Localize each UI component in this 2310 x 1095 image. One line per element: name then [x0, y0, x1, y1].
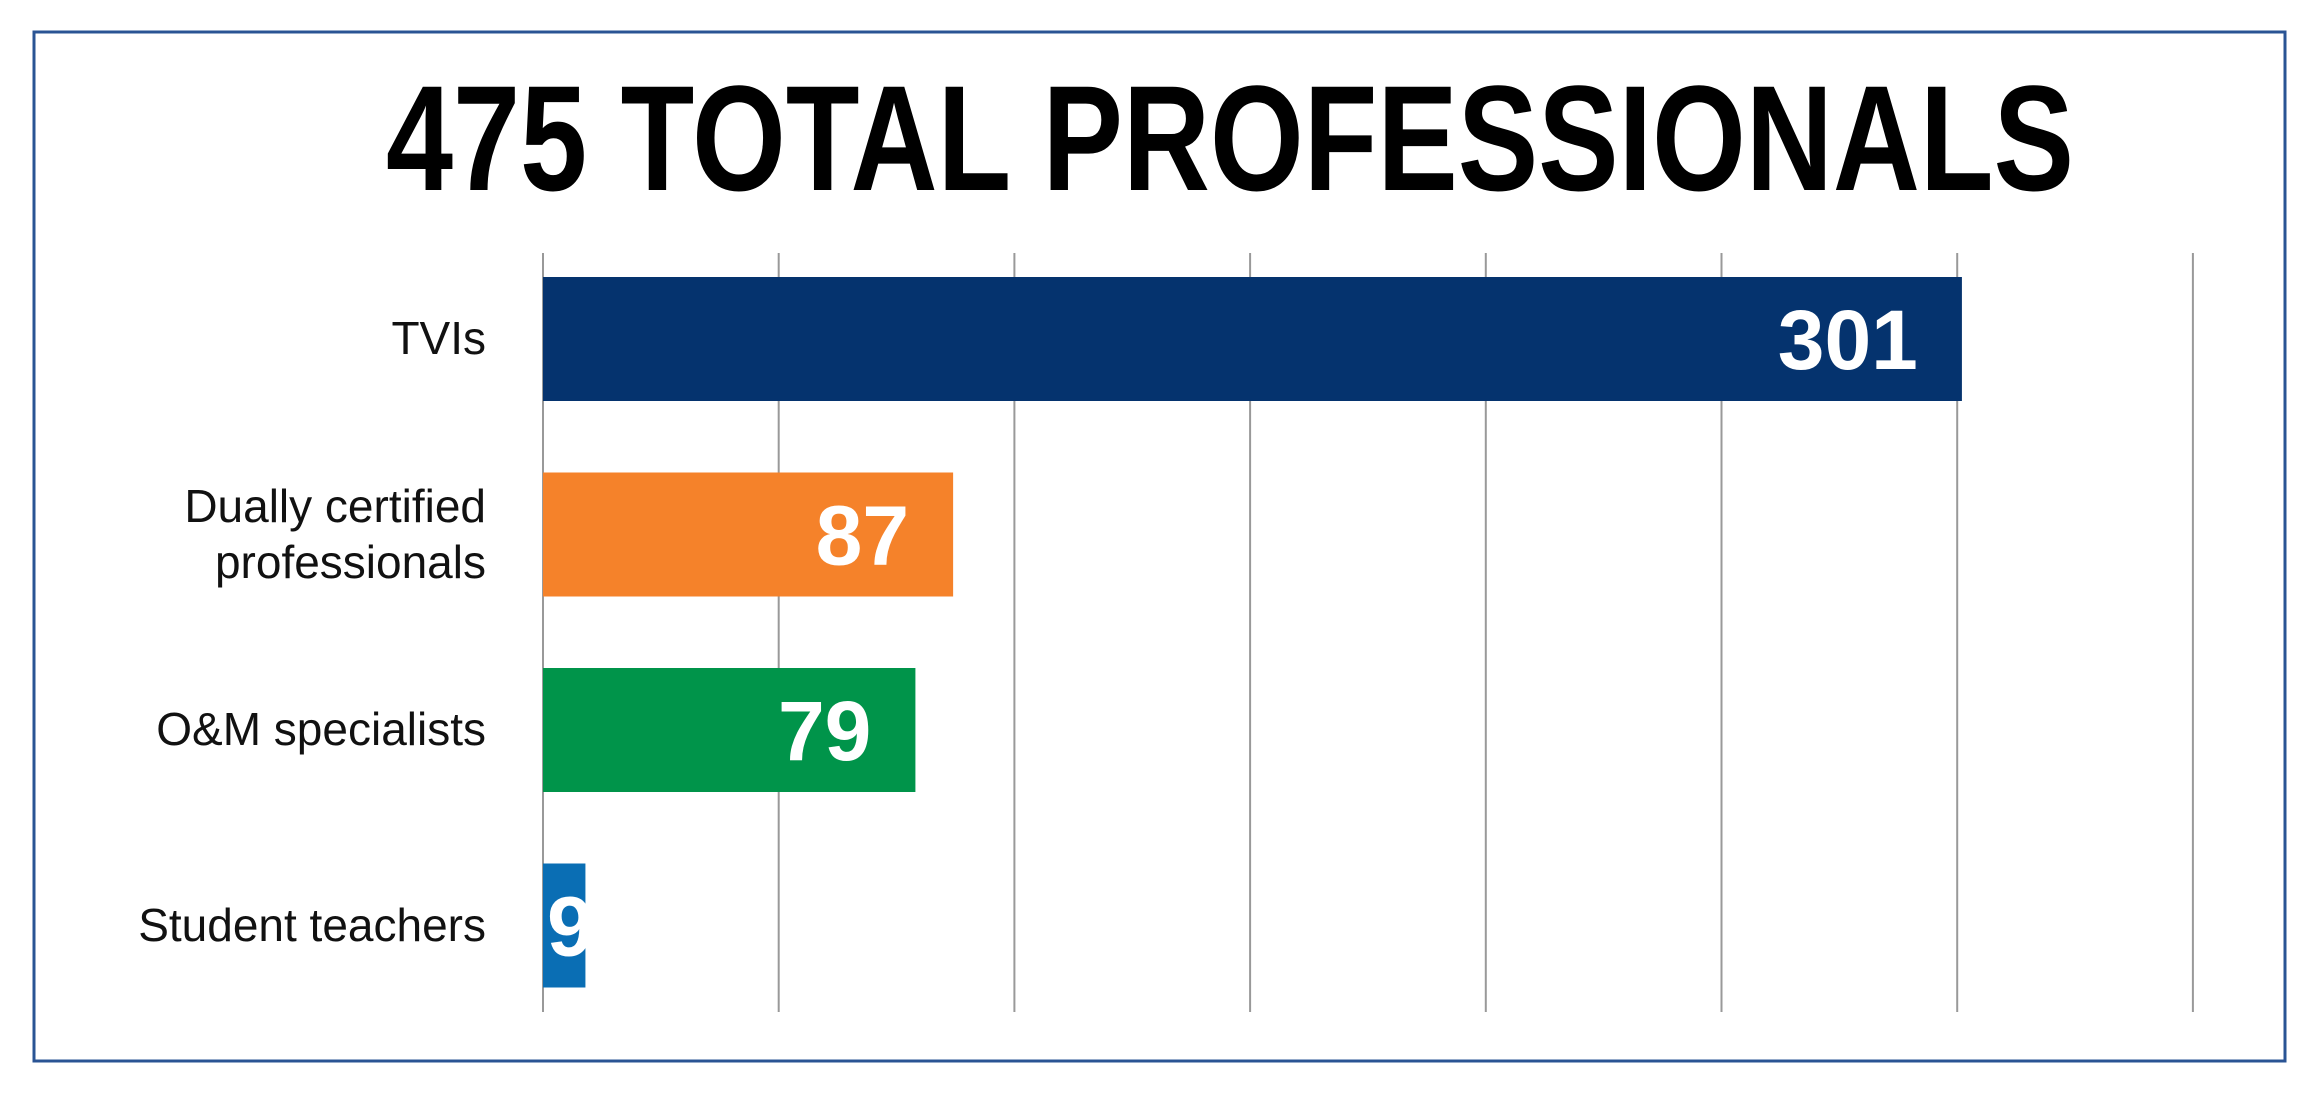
frame [32, 30, 2287, 1063]
bar [543, 668, 916, 792]
category-label: O&M specialists [156, 703, 486, 756]
value-label: 79 [778, 684, 871, 778]
bar [543, 863, 586, 988]
bar [543, 277, 1962, 401]
chart-title: 475 TOTAL PROFESSIONALS [386, 54, 2074, 222]
category-label: Student teachers [138, 898, 486, 951]
value-label: 87 [816, 489, 909, 583]
category-label: Dually certified professionals [184, 480, 486, 588]
bar [543, 472, 954, 597]
category-label: TVIs [391, 312, 486, 365]
value-label: 9 [547, 880, 594, 974]
value-label: 301 [1778, 293, 1918, 387]
